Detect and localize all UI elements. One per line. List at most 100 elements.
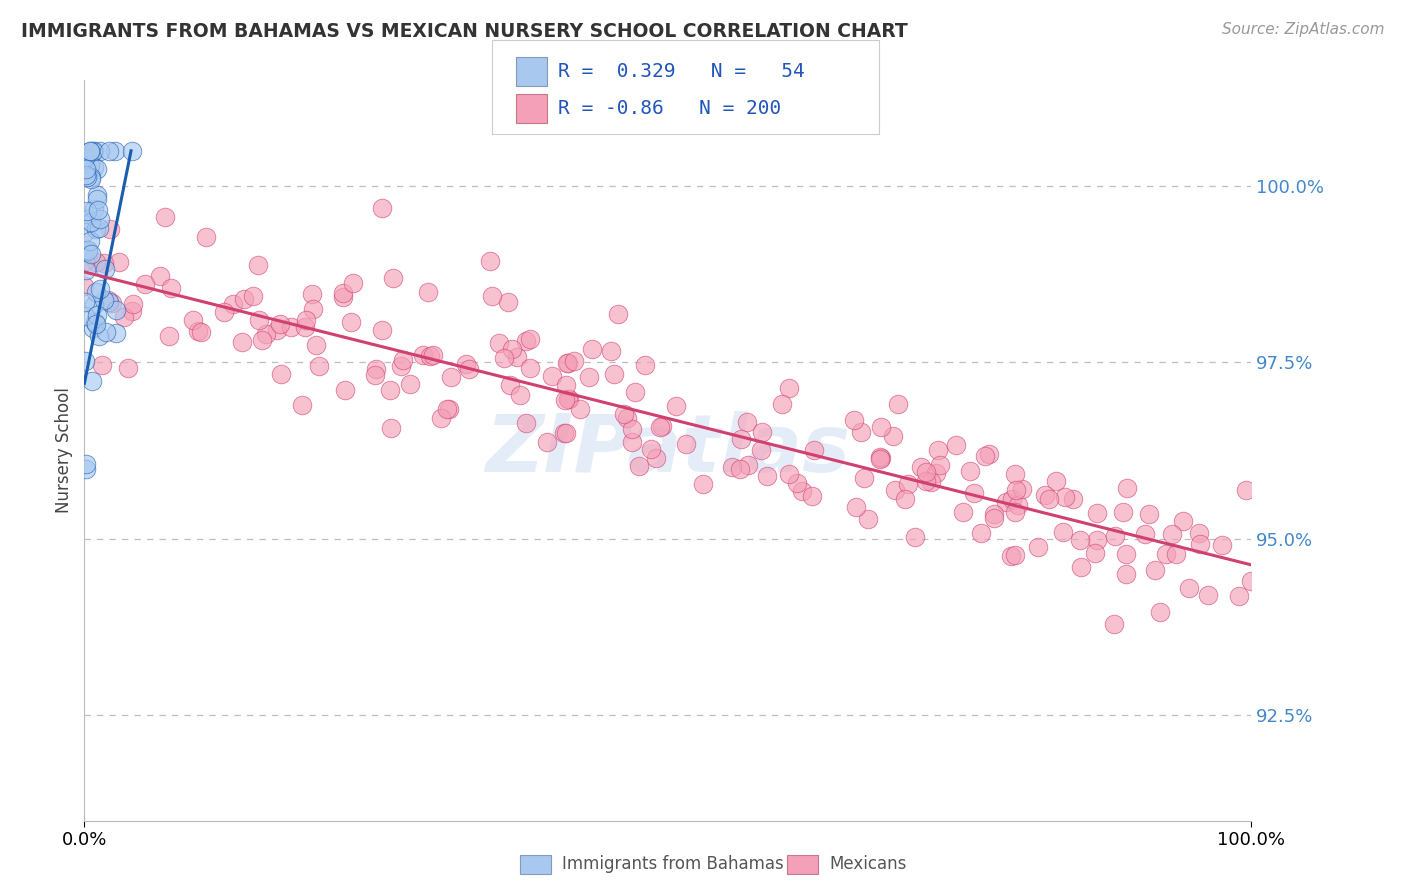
Point (418, 285, 440, 299)
Point (959, 464, 981, 478)
Point (76, 203, 98, 218)
Point (536, 435, 558, 450)
Point (983, 511, 1005, 525)
Point (786, 475, 808, 490)
Point (692, 476, 714, 491)
Point (778, 467, 800, 481)
Point (801, 489, 824, 503)
Point (519, 332, 541, 346)
Point (84, 315, 107, 329)
Point (97, 293, 120, 307)
Point (75, 162, 97, 177)
Point (555, 356, 578, 370)
Point (1007, 498, 1029, 512)
Point (569, 402, 592, 417)
Point (86, 308, 108, 322)
Point (869, 450, 891, 465)
Point (640, 442, 662, 456)
Point (214, 304, 236, 318)
Point (970, 525, 993, 540)
Point (983, 507, 1005, 521)
Point (256, 327, 278, 342)
Point (108, 255, 131, 269)
Point (578, 370, 600, 384)
Point (84, 255, 107, 269)
Point (101, 296, 124, 310)
Point (98, 294, 121, 309)
Point (294, 320, 316, 334)
Point (945, 438, 967, 452)
Point (269, 317, 291, 331)
Point (456, 357, 478, 371)
Point (749, 443, 772, 458)
Point (1112, 505, 1135, 519)
Point (1227, 589, 1250, 603)
Text: Mexicans: Mexicans (830, 855, 907, 873)
Point (994, 494, 1017, 508)
Point (332, 290, 354, 304)
Point (121, 304, 143, 318)
Point (1005, 483, 1028, 497)
Point (915, 465, 938, 479)
Point (858, 512, 880, 526)
Point (91, 359, 114, 373)
Point (1154, 547, 1177, 561)
Point (364, 362, 387, 376)
Point (897, 477, 920, 491)
Point (121, 144, 143, 158)
Point (89, 329, 111, 343)
Point (73, 294, 96, 309)
Point (1187, 526, 1209, 541)
Point (194, 230, 217, 244)
Point (247, 258, 270, 272)
Point (457, 362, 479, 376)
Point (86, 162, 108, 177)
Point (73, 279, 96, 293)
Point (581, 343, 603, 357)
Point (496, 294, 519, 309)
Point (928, 458, 950, 473)
Point (603, 367, 626, 381)
Point (515, 334, 537, 348)
Point (75, 353, 97, 368)
Point (558, 392, 581, 407)
Point (79, 234, 101, 248)
Point (644, 451, 666, 466)
Point (1062, 491, 1084, 506)
Point (554, 393, 576, 408)
Point (910, 460, 932, 475)
Point (973, 449, 995, 463)
Point (77, 243, 100, 257)
Point (624, 384, 647, 399)
Point (86, 222, 108, 236)
Point (371, 323, 394, 337)
Point (651, 419, 673, 434)
Point (845, 500, 868, 514)
Point (488, 336, 510, 351)
Point (1234, 483, 1257, 498)
Point (266, 323, 288, 337)
Point (952, 505, 974, 519)
Point (76, 169, 98, 184)
Point (751, 425, 773, 440)
Point (613, 407, 636, 421)
Point (82, 144, 104, 158)
Point (1197, 588, 1219, 602)
Text: IMMIGRANTS FROM BAHAMAS VS MEXICAN NURSERY SCHOOL CORRELATION CHART: IMMIGRANTS FROM BAHAMAS VS MEXICAN NURSE… (21, 22, 908, 41)
Point (920, 475, 942, 489)
Point (1104, 617, 1126, 632)
Point (557, 392, 579, 406)
Point (894, 491, 917, 506)
Point (96, 326, 118, 340)
Point (412, 348, 434, 362)
Point (104, 303, 127, 318)
Point (720, 459, 742, 474)
Point (541, 368, 564, 383)
Point (849, 425, 872, 439)
Point (89, 282, 111, 296)
Point (737, 458, 759, 473)
Point (422, 347, 444, 361)
Point (1143, 563, 1166, 577)
Point (190, 326, 212, 340)
Point (675, 437, 697, 451)
